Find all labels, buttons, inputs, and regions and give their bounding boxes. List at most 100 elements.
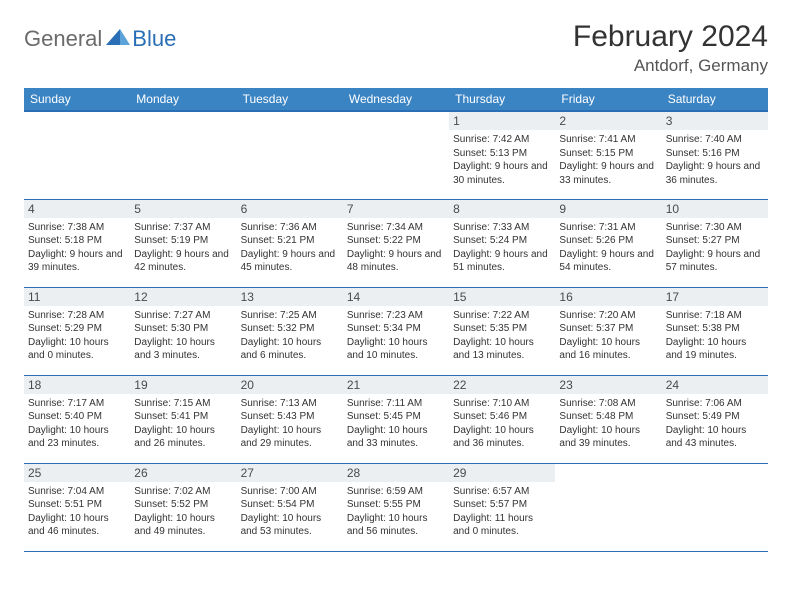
day-number: 4 bbox=[24, 200, 130, 218]
day-number: 24 bbox=[662, 376, 768, 394]
day-number: 10 bbox=[662, 200, 768, 218]
day-number: 8 bbox=[449, 200, 555, 218]
calendar-day-cell: 16 Sunrise: 7:20 AMSunset: 5:37 PMDayligh… bbox=[555, 287, 661, 375]
day-number: 27 bbox=[237, 464, 343, 482]
calendar-day-cell: 11Sunrise: 7:28 AMSunset: 5:29 PMDayligh… bbox=[24, 287, 130, 375]
day-number: 1 bbox=[449, 112, 555, 130]
calendar-body: 1 Sunrise: 7:42 AMSunset: 5:13 PMDaylight… bbox=[24, 111, 768, 551]
day-info: Sunrise: 7:41 AMSunset: 5:15 PMDaylight:… bbox=[559, 133, 657, 187]
day-number: 3 bbox=[662, 112, 768, 130]
day-number: 12 bbox=[130, 288, 236, 306]
day-number: 21 bbox=[343, 376, 449, 394]
calendar-week-row: 25 Sunrise: 7:04 AMSunset: 5:51 PMDayligh… bbox=[24, 463, 768, 551]
calendar-day-cell: 28 Sunrise: 6:59 AMSunset: 5:55 PMDayligh… bbox=[343, 463, 449, 551]
calendar-week-row: 4Sunrise: 7:38 AMSunset: 5:18 PMDaylight… bbox=[24, 199, 768, 287]
calendar-week-row: 18 Sunrise: 7:17 AMSunset: 5:40 PMDayligh… bbox=[24, 375, 768, 463]
calendar-day-cell: 1 Sunrise: 7:42 AMSunset: 5:13 PMDaylight… bbox=[449, 111, 555, 199]
weekday-header-row: Sunday Monday Tuesday Wednesday Thursday… bbox=[24, 88, 768, 111]
day-info: Sunrise: 7:30 AMSunset: 5:27 PMDaylight:… bbox=[666, 221, 764, 275]
calendar-day-cell: 21 Sunrise: 7:11 AMSunset: 5:45 PMDayligh… bbox=[343, 375, 449, 463]
day-number: 15 bbox=[449, 288, 555, 306]
day-info: Sunrise: 7:04 AMSunset: 5:51 PMDaylight:… bbox=[28, 485, 126, 539]
day-info: Sunrise: 7:33 AMSunset: 5:24 PMDaylight:… bbox=[453, 221, 551, 275]
day-number: 19 bbox=[130, 376, 236, 394]
calendar-day-cell: 25 Sunrise: 7:04 AMSunset: 5:51 PMDayligh… bbox=[24, 463, 130, 551]
day-number: 14 bbox=[343, 288, 449, 306]
calendar-page: General Blue February 2024 Antdorf, Germ… bbox=[0, 0, 792, 572]
calendar-day-cell: 24Sunrise: 7:06 AMSunset: 5:49 PMDayligh… bbox=[662, 375, 768, 463]
weekday-thursday: Thursday bbox=[449, 88, 555, 111]
calendar-day-cell bbox=[343, 111, 449, 199]
day-info: Sunrise: 7:40 AMSunset: 5:16 PMDaylight:… bbox=[666, 133, 764, 187]
day-info: Sunrise: 7:31 AMSunset: 5:26 PMDaylight:… bbox=[559, 221, 657, 275]
day-number: 28 bbox=[343, 464, 449, 482]
logo: General Blue bbox=[24, 26, 176, 52]
day-number: 7 bbox=[343, 200, 449, 218]
day-info: Sunrise: 7:15 AMSunset: 5:41 PMDaylight:… bbox=[134, 397, 232, 451]
calendar-day-cell: 14 Sunrise: 7:23 AMSunset: 5:34 PMDayligh… bbox=[343, 287, 449, 375]
location: Antdorf, Germany bbox=[573, 56, 768, 76]
day-number: 6 bbox=[237, 200, 343, 218]
day-number: 29 bbox=[449, 464, 555, 482]
day-info: Sunrise: 6:57 AMSunset: 5:57 PMDaylight:… bbox=[453, 485, 551, 539]
day-info: Sunrise: 7:08 AMSunset: 5:48 PMDaylight:… bbox=[559, 397, 657, 451]
calendar-day-cell: 18 Sunrise: 7:17 AMSunset: 5:40 PMDayligh… bbox=[24, 375, 130, 463]
day-info: Sunrise: 7:22 AMSunset: 5:35 PMDaylight:… bbox=[453, 309, 551, 363]
day-number: 25 bbox=[24, 464, 130, 482]
calendar-day-cell: 19 Sunrise: 7:15 AMSunset: 5:41 PMDayligh… bbox=[130, 375, 236, 463]
day-info: Sunrise: 7:27 AMSunset: 5:30 PMDaylight:… bbox=[134, 309, 232, 363]
calendar-day-cell: 23 Sunrise: 7:08 AMSunset: 5:48 PMDayligh… bbox=[555, 375, 661, 463]
day-info: Sunrise: 7:25 AMSunset: 5:32 PMDaylight:… bbox=[241, 309, 339, 363]
weekday-friday: Friday bbox=[555, 88, 661, 111]
calendar-day-cell: 26Sunrise: 7:02 AMSunset: 5:52 PMDayligh… bbox=[130, 463, 236, 551]
calendar-day-cell: 12 Sunrise: 7:27 AMSunset: 5:30 PMDayligh… bbox=[130, 287, 236, 375]
calendar-day-cell: 13Sunrise: 7:25 AMSunset: 5:32 PMDayligh… bbox=[237, 287, 343, 375]
calendar-week-row: 11Sunrise: 7:28 AMSunset: 5:29 PMDayligh… bbox=[24, 287, 768, 375]
calendar-day-cell bbox=[130, 111, 236, 199]
calendar-table: Sunday Monday Tuesday Wednesday Thursday… bbox=[24, 88, 768, 552]
logo-triangle-icon bbox=[106, 27, 130, 45]
day-number: 5 bbox=[130, 200, 236, 218]
day-info: Sunrise: 7:18 AMSunset: 5:38 PMDaylight:… bbox=[666, 309, 764, 363]
day-info: Sunrise: 7:10 AMSunset: 5:46 PMDaylight:… bbox=[453, 397, 551, 451]
calendar-day-cell: 29 Sunrise: 6:57 AMSunset: 5:57 PMDayligh… bbox=[449, 463, 555, 551]
calendar-day-cell: 10 Sunrise: 7:30 AMSunset: 5:27 PMDayligh… bbox=[662, 199, 768, 287]
weekday-monday: Monday bbox=[130, 88, 236, 111]
day-info: Sunrise: 6:59 AMSunset: 5:55 PMDaylight:… bbox=[347, 485, 445, 539]
calendar-day-cell: 3 Sunrise: 7:40 AMSunset: 5:16 PMDaylight… bbox=[662, 111, 768, 199]
month-title: February 2024 bbox=[573, 20, 768, 54]
header: General Blue February 2024 Antdorf, Germ… bbox=[24, 20, 768, 76]
day-info: Sunrise: 7:20 AMSunset: 5:37 PMDaylight:… bbox=[559, 309, 657, 363]
calendar-day-cell bbox=[24, 111, 130, 199]
weekday-saturday: Saturday bbox=[662, 88, 768, 111]
calendar-day-cell: 4Sunrise: 7:38 AMSunset: 5:18 PMDaylight… bbox=[24, 199, 130, 287]
day-info: Sunrise: 7:00 AMSunset: 5:54 PMDaylight:… bbox=[241, 485, 339, 539]
day-info: Sunrise: 7:37 AMSunset: 5:19 PMDaylight:… bbox=[134, 221, 232, 275]
calendar-day-cell: 7 Sunrise: 7:34 AMSunset: 5:22 PMDaylight… bbox=[343, 199, 449, 287]
day-number: 20 bbox=[237, 376, 343, 394]
day-number: 17 bbox=[662, 288, 768, 306]
weekday-sunday: Sunday bbox=[24, 88, 130, 111]
day-info: Sunrise: 7:42 AMSunset: 5:13 PMDaylight:… bbox=[453, 133, 551, 187]
day-info: Sunrise: 7:02 AMSunset: 5:52 PMDaylight:… bbox=[134, 485, 232, 539]
day-number: 9 bbox=[555, 200, 661, 218]
day-number: 18 bbox=[24, 376, 130, 394]
day-number: 11 bbox=[24, 288, 130, 306]
day-info: Sunrise: 7:17 AMSunset: 5:40 PMDaylight:… bbox=[28, 397, 126, 451]
day-info: Sunrise: 7:34 AMSunset: 5:22 PMDaylight:… bbox=[347, 221, 445, 275]
calendar-day-cell bbox=[662, 463, 768, 551]
title-block: February 2024 Antdorf, Germany bbox=[573, 20, 768, 76]
day-info: Sunrise: 7:11 AMSunset: 5:45 PMDaylight:… bbox=[347, 397, 445, 451]
calendar-day-cell: 17 Sunrise: 7:18 AMSunset: 5:38 PMDayligh… bbox=[662, 287, 768, 375]
calendar-day-cell bbox=[555, 463, 661, 551]
calendar-day-cell: 9 Sunrise: 7:31 AMSunset: 5:26 PMDaylight… bbox=[555, 199, 661, 287]
day-number: 23 bbox=[555, 376, 661, 394]
day-number: 16 bbox=[555, 288, 661, 306]
calendar-day-cell: 6 Sunrise: 7:36 AMSunset: 5:21 PMDaylight… bbox=[237, 199, 343, 287]
weekday-tuesday: Tuesday bbox=[237, 88, 343, 111]
day-info: Sunrise: 7:36 AMSunset: 5:21 PMDaylight:… bbox=[241, 221, 339, 275]
calendar-day-cell: 20 Sunrise: 7:13 AMSunset: 5:43 PMDayligh… bbox=[237, 375, 343, 463]
day-info: Sunrise: 7:23 AMSunset: 5:34 PMDaylight:… bbox=[347, 309, 445, 363]
day-info: Sunrise: 7:13 AMSunset: 5:43 PMDaylight:… bbox=[241, 397, 339, 451]
calendar-day-cell: 8 Sunrise: 7:33 AMSunset: 5:24 PMDaylight… bbox=[449, 199, 555, 287]
